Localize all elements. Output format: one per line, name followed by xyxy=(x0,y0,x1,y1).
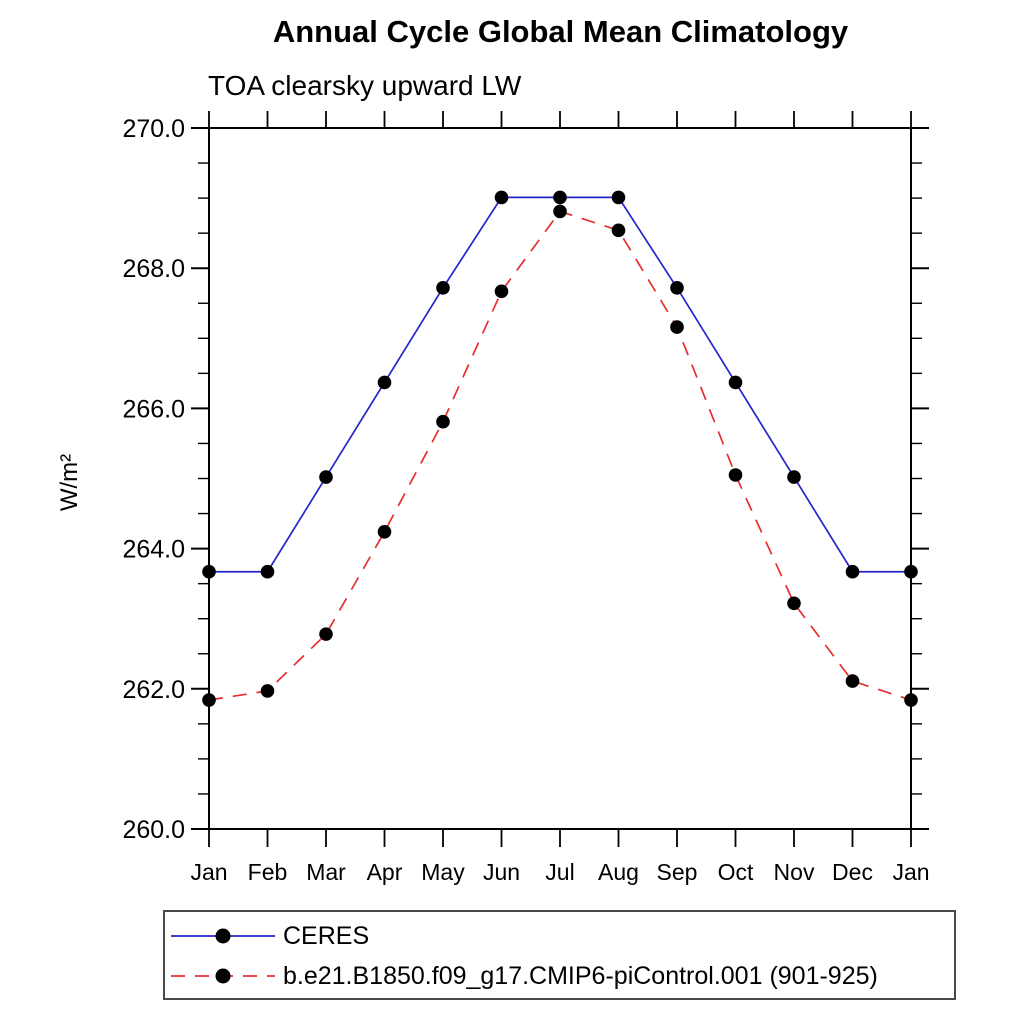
data-point-marker xyxy=(553,204,567,219)
legend-sample-marker xyxy=(215,968,231,984)
data-point-marker xyxy=(845,564,860,579)
y-tick-label: 268.0 xyxy=(122,255,185,283)
data-point-marker xyxy=(260,564,275,579)
data-point-marker xyxy=(553,190,567,205)
data-point-marker xyxy=(904,693,918,707)
data-point-marker xyxy=(436,281,450,295)
series-line-1 xyxy=(208,210,912,701)
x-tick-label: Apr xyxy=(367,859,403,885)
data-point-marker xyxy=(904,564,918,579)
data-point-marker xyxy=(202,693,216,707)
data-point-marker xyxy=(670,281,684,295)
x-tick-label: Jun xyxy=(483,859,520,885)
data-point-marker xyxy=(845,674,860,688)
x-tick-label: Jan xyxy=(190,859,227,885)
legend-box: CERES b.e21.B1850.f09_g17.CMIP6-piContro… xyxy=(163,910,956,1000)
data-point-marker xyxy=(728,375,743,390)
legend-sample-marker xyxy=(215,928,231,944)
chart-subtitle: TOA clearsky upward LW xyxy=(208,70,522,101)
data-point-marker xyxy=(202,564,216,579)
x-tick-label: May xyxy=(421,859,465,885)
y-axis-title: W/m² xyxy=(56,454,83,511)
axis-frame xyxy=(208,127,912,830)
legend-line-sample-model xyxy=(171,968,275,984)
data-point-marker xyxy=(611,190,626,205)
data-point-marker xyxy=(787,596,801,611)
x-tick-label: Feb xyxy=(248,859,288,885)
data-point-marker xyxy=(377,524,392,539)
data-point-marker xyxy=(377,375,392,390)
y-tick-label: 264.0 xyxy=(122,536,185,564)
legend-label-ceres: CERES xyxy=(283,921,370,950)
data-point-marker xyxy=(670,320,684,334)
x-tick-label: Mar xyxy=(306,859,346,885)
x-tick-label: Oct xyxy=(718,859,754,885)
x-tick-label: Nov xyxy=(774,859,815,885)
data-point-marker xyxy=(494,284,509,299)
data-point-marker xyxy=(728,468,743,482)
legend-label-model: b.e21.B1850.f09_g17.CMIP6-piControl.001 … xyxy=(283,961,878,990)
x-tick-label: Dec xyxy=(832,859,873,885)
data-point-marker xyxy=(260,684,275,698)
x-tick-label: Sep xyxy=(657,859,698,885)
data-point-marker xyxy=(436,414,450,429)
data-point-marker xyxy=(787,470,801,484)
y-tick-label: 260.0 xyxy=(122,816,185,844)
data-point-marker xyxy=(319,470,333,484)
series-line-0 xyxy=(209,196,911,573)
chart-title: Annual Cycle Global Mean Climatology xyxy=(272,14,849,49)
legend-item-ceres: CERES xyxy=(165,916,369,956)
legend-item-model: b.e21.B1850.f09_g17.CMIP6-piControl.001 … xyxy=(165,956,878,996)
y-tick-label: 262.0 xyxy=(122,676,185,704)
legend-line-sample-ceres xyxy=(171,928,275,944)
x-tick-label: Jul xyxy=(545,859,574,885)
y-tick-label: 270.0 xyxy=(122,115,185,143)
data-point-marker xyxy=(611,223,626,238)
x-tick-label: Aug xyxy=(598,859,639,885)
y-tick-label: 266.0 xyxy=(122,395,185,423)
data-point-marker xyxy=(319,627,333,641)
data-point-marker xyxy=(494,190,509,205)
x-tick-label: Jan xyxy=(892,859,929,885)
